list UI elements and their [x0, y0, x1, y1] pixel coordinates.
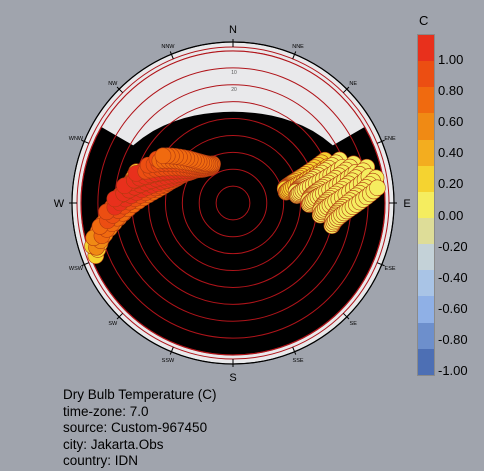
info-source: source: Custom-967450	[63, 420, 208, 435]
legend-swatch	[418, 139, 434, 166]
altitude-ring	[198, 168, 268, 238]
legend-swatch	[418, 217, 434, 245]
legend-unit: C	[419, 13, 429, 28]
legend-swatch	[418, 296, 434, 323]
compass-label-s: S	[229, 372, 236, 384]
compass-label-e: E	[403, 198, 410, 210]
sky-region	[101, 51, 365, 146]
altitude-ring	[215, 185, 251, 221]
compass-tick	[116, 86, 124, 94]
legend-tick-label: -0.60	[438, 300, 468, 316]
altitude-ring	[80, 50, 386, 356]
compass-tick	[342, 86, 350, 94]
compass-tick	[292, 51, 297, 60]
compass-label-se: SE	[350, 321, 358, 327]
legend-swatch	[418, 348, 434, 375]
sun-path	[151, 147, 221, 175]
info-country: country: IDN	[63, 453, 139, 468]
legend-tick-label: 1.00	[438, 52, 464, 67]
legend-swatch	[418, 61, 434, 88]
compass-tick	[116, 312, 124, 320]
legend-tick-label: 0.00	[438, 207, 464, 223]
altitude-ring	[181, 151, 285, 255]
compass-tick	[376, 139, 385, 144]
data-point	[369, 179, 386, 197]
altitude-label: 10	[231, 70, 237, 76]
legend-tick-label: 0.20	[438, 176, 464, 192]
altitude-ring	[164, 134, 302, 272]
legend-tick-label: -0.20	[438, 238, 468, 254]
compass-tick	[342, 312, 350, 320]
compass-label-sse: SSE	[293, 358, 304, 364]
compass-tick	[81, 262, 90, 267]
compass-tick	[292, 346, 297, 355]
legend-tick-label: 0.60	[438, 114, 464, 130]
legend-tick-label: -1.00	[438, 363, 468, 378]
legend-colorbar	[417, 34, 435, 376]
legend-swatch	[418, 322, 434, 349]
compass-label-ssw: SSW	[162, 358, 175, 364]
legend-swatch	[418, 35, 434, 62]
legend-swatch	[418, 244, 434, 271]
sun-path	[323, 169, 386, 234]
legend-swatch	[418, 113, 434, 140]
compass-tick	[169, 346, 174, 355]
compass-label-w: W	[54, 198, 65, 210]
compass-tick	[169, 51, 174, 60]
legend-tick-label: 0.40	[438, 145, 464, 161]
compass-label-ene: ENE	[384, 136, 396, 142]
legend-swatch	[418, 270, 434, 297]
info-title: Dry Bulb Temperature (C)	[63, 387, 217, 402]
compass-tick	[81, 139, 90, 144]
legend-tick-label: 0.80	[438, 83, 464, 99]
altitude-label: 20	[231, 87, 237, 93]
info-timezone: time-zone: 7.0	[63, 403, 149, 419]
info-city: city: Jakarta.Obs	[63, 436, 164, 452]
legend-swatch	[418, 191, 434, 218]
legend-tick-label: -0.40	[438, 269, 468, 285]
compass-label-n: N	[229, 24, 237, 36]
compass-label-wsw: WSW	[69, 266, 84, 272]
compass-label-ne: NE	[349, 81, 357, 87]
compass-label-nw: NW	[108, 81, 118, 87]
compass-label-nnw: NNW	[161, 44, 175, 50]
compass-label-nne: NNE	[292, 44, 304, 50]
info-panel: Dry Bulb Temperature (C) time-zone: 7.0 …	[63, 387, 217, 470]
compass-label-ese: ESE	[385, 266, 396, 272]
compass-label-sw: SW	[108, 321, 118, 327]
compass-tick	[376, 262, 385, 267]
legend-swatch	[418, 165, 434, 192]
legend-tick-label: -0.80	[438, 331, 468, 347]
legend-swatch	[418, 87, 434, 114]
compass-label-wnw: WNW	[69, 136, 84, 142]
data-point	[154, 147, 172, 165]
